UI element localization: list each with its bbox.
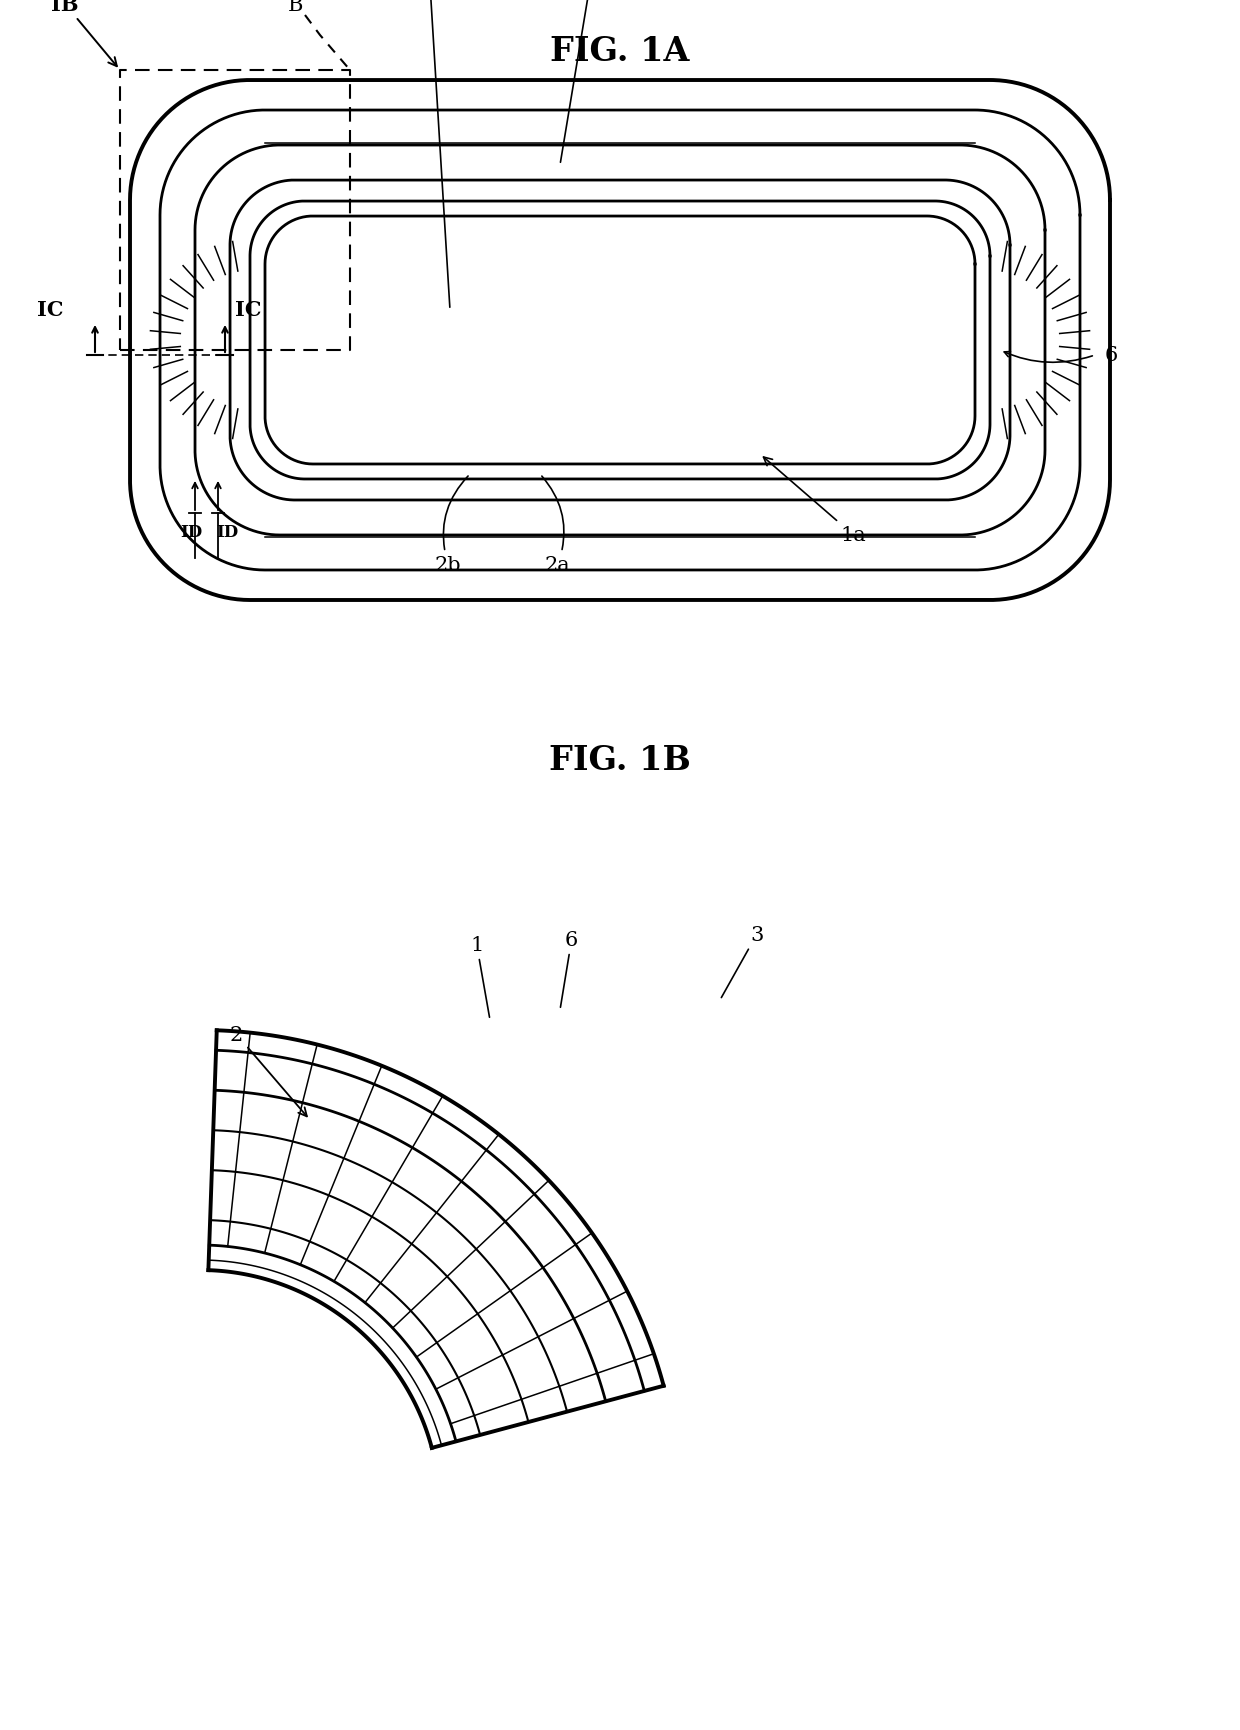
Text: ID: ID (180, 524, 202, 541)
Text: FIG. 1A: FIG. 1A (551, 35, 689, 67)
Text: FIG. 1B: FIG. 1B (549, 744, 691, 777)
Text: 2a: 2a (542, 477, 570, 574)
Text: 2: 2 (229, 1026, 306, 1118)
Text: 6: 6 (560, 931, 578, 1007)
Text: 1: 1 (423, 0, 450, 308)
Text: 3: 3 (722, 926, 764, 998)
Text: 2b: 2b (435, 477, 467, 574)
Text: B: B (288, 0, 303, 16)
Text: 1: 1 (470, 936, 490, 1017)
Text: 1a: 1a (764, 458, 866, 545)
Text: 2: 2 (560, 0, 596, 163)
Text: IC: IC (236, 299, 262, 320)
Text: 6: 6 (1105, 346, 1118, 365)
Text: IB: IB (51, 0, 117, 67)
Text: ID: ID (216, 524, 238, 541)
Text: IC: IC (37, 299, 63, 320)
